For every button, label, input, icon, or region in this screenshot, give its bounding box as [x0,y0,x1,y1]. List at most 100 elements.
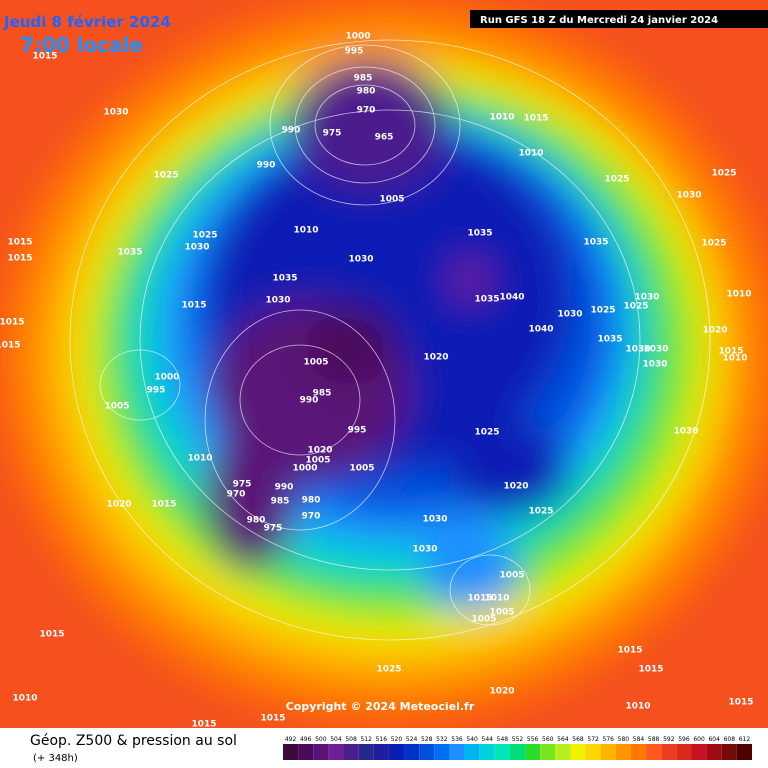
scale-label: 516 [376,736,388,743]
isobar-label: 1010 [187,454,212,464]
isobar-label: 1010 [293,226,318,236]
scale-swatch [313,744,329,760]
footer-title: Géop. Z500 & pression au sol [30,733,237,749]
isobar-label: 980 [247,516,266,526]
isobar-label: 1015 [191,720,216,730]
run-banner [470,10,768,28]
isobar-label: 1015 [39,630,64,640]
isobar-label: 1030 [265,296,290,306]
isobar-label: 1005 [379,195,404,205]
isobar-label: 1035 [474,295,499,305]
isobar-label: 1030 [642,360,667,370]
scale-label: 548 [497,736,509,743]
isobar-label: 1025 [701,239,726,249]
scale-swatch [404,744,420,760]
scale-swatch [358,744,374,760]
isobar-label: 1015 [638,665,663,675]
isobar-label: 995 [147,386,166,396]
isobar-label: 1030 [557,310,582,320]
isobar-label: 1010 [518,149,543,159]
isobar-label: 1025 [590,306,615,316]
isobar-label: 1025 [474,428,499,438]
scale-label: 524 [406,736,418,743]
scale-label: 496 [300,736,312,743]
scale-label: 528 [421,736,433,743]
scale-swatch [630,744,647,760]
isobar-label: 1015 [728,698,753,708]
isobar-label: 1010 [625,702,650,712]
scale-swatch [494,744,510,760]
isobar-label: 1015 [0,318,25,328]
scale-label: 540 [466,736,478,743]
scale-swatch [298,744,314,760]
scale-swatch [615,744,631,760]
isobar-label: 1030 [412,545,437,555]
isobar-label: 1025 [153,171,178,181]
isobar-label: 1020 [106,500,131,510]
isobar-label: 1025 [623,302,648,312]
scale-swatch [343,744,359,760]
scale-label: 584 [633,736,645,743]
isobar-label: 1025 [192,231,217,241]
isobar-label: 1035 [117,248,142,258]
isobar-label: 985 [271,497,290,507]
isobar-label: 1005 [303,358,328,368]
isobar-label: 985 [313,389,332,399]
isobar-label: 1035 [597,335,622,345]
scale-label: 532 [436,736,448,743]
run-info: Run GFS 18 Z du Mercredi 24 janvier 2024 [480,15,718,26]
isobar-label: 1025 [376,665,401,675]
scale-label: 556 [527,736,539,743]
isobar-label: 980 [302,496,321,506]
scale-label: 492 [285,736,297,743]
isobar-label: 1015 [523,114,548,124]
scale-swatch [449,744,465,760]
scale-swatch [555,744,571,760]
scale-label: 512 [360,736,372,743]
isobar-label: 1000 [292,464,317,474]
isobar-label: 1015 [181,301,206,311]
forecast-lead: (+ 348h) [33,753,78,764]
isobar-label: 975 [233,480,252,490]
scale-swatch [721,744,737,760]
scale-swatch [373,744,389,760]
isobar-label: 1015 [151,500,176,510]
color-scale: 492 496 500 504 508 512 516 520 524 528 532 536 540 5… [283,736,752,760]
isobar-label: 1020 [307,446,332,456]
isobar-label: 1010 [12,694,37,704]
isobar-label: 1040 [528,325,553,335]
isobar-label: 990 [300,396,319,406]
isobar-label: 995 [348,426,367,436]
scale-swatch [388,744,405,760]
isobar-label: 970 [302,512,321,522]
isobar-label: 1025 [528,507,553,517]
isobar-label: 985 [354,74,373,84]
isobar-label: 1030 [625,345,650,355]
scale-swatch [464,744,480,760]
isobar-label: 1020 [503,482,528,492]
scale-label: 612 [739,736,751,743]
isobar-label: 1030 [184,243,209,253]
isobar-label: 970 [357,106,376,116]
isobar-label: 1000 [345,32,370,42]
isobar-label: 1040 [499,293,524,303]
scale-label: 600 [693,736,705,743]
isobar-label: 995 [345,47,364,57]
isobar-label: 1005 [104,402,129,412]
isobar-label: 975 [323,129,342,139]
isobar-label: 1010 [484,594,509,604]
copyright: Copyright © 2024 Meteociel.fr [286,700,475,713]
isobar-label: 1030 [348,255,373,265]
isobar-label: 1005 [499,571,524,581]
isobar-label: 1015 [7,238,32,248]
scale-swatch [525,744,541,760]
scale-swatch [661,744,677,760]
isobar-label: 1030 [673,427,698,437]
isobar-label: 1015 [718,347,743,357]
scale-label: 608 [724,736,736,743]
map-date: Jeudi 8 février 2024 [3,13,171,31]
isobar-label: 1005 [471,615,496,625]
isobar-label: 1015 [0,341,21,351]
scale-swatch [434,744,450,760]
